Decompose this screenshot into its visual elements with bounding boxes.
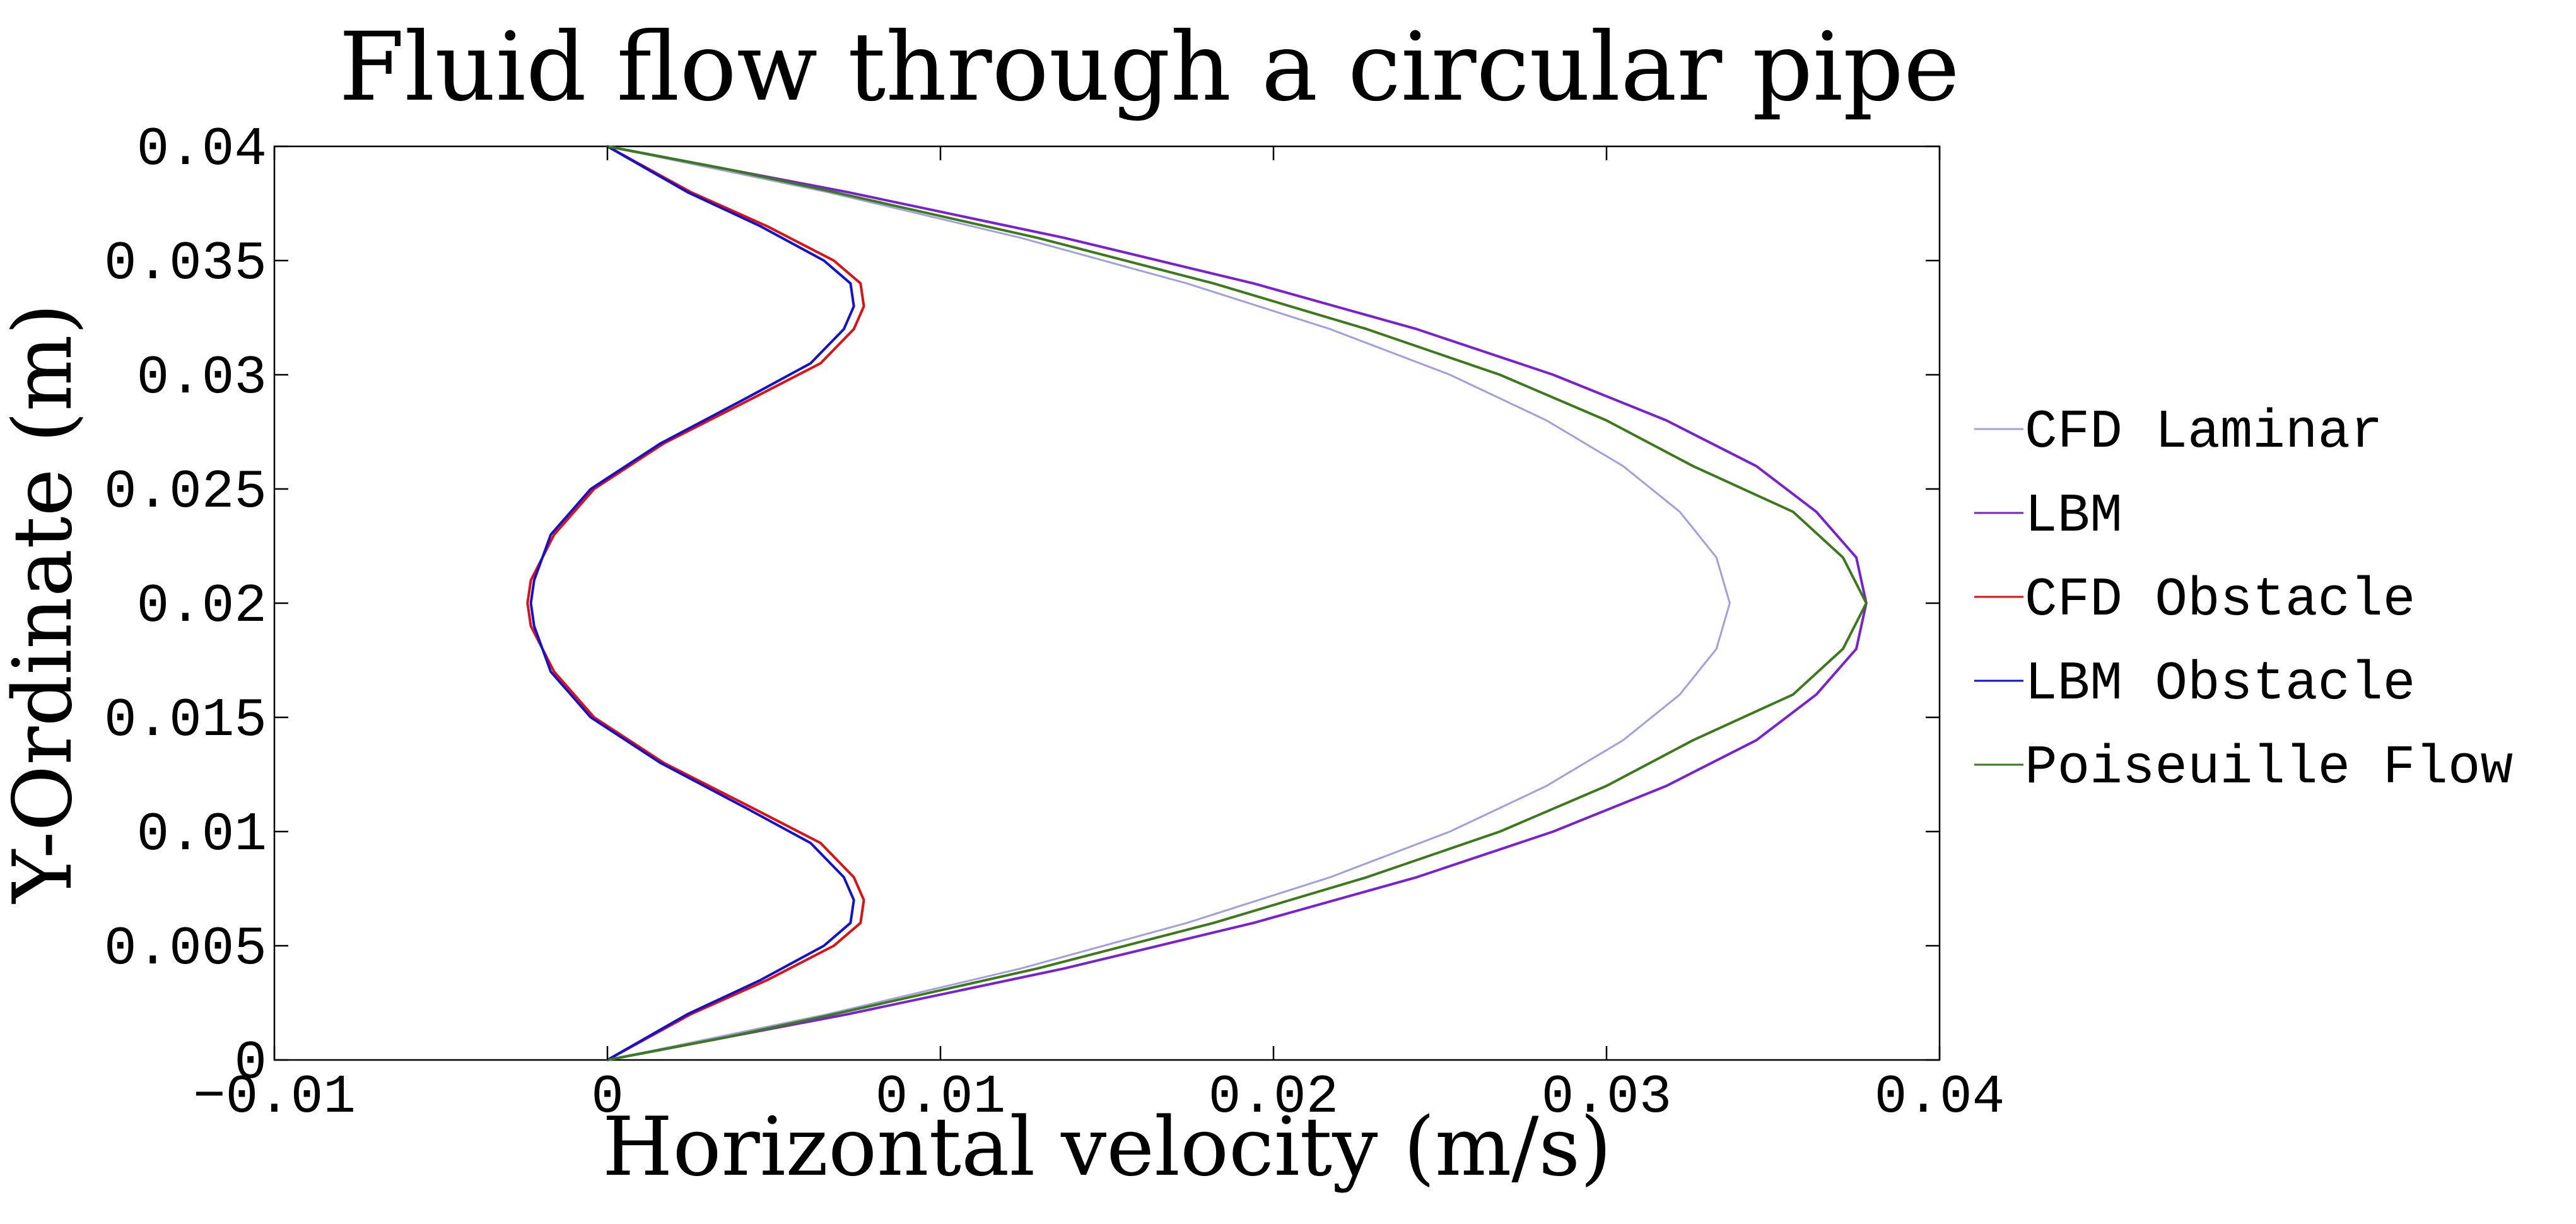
y-tick-label: 0.035 [104,233,267,295]
series-line-cfd-laminar [606,145,1731,1061]
series-line-lbm [606,145,1868,1061]
x-tick-label: 0.04 [1875,1066,2005,1128]
legend-label: LBM [2025,485,2122,547]
x-tick-label: 0.02 [1209,1066,1338,1128]
y-tick-label: 0.015 [104,690,267,751]
y-tick-label: 0.02 [137,575,267,637]
series-line-lbm-obstacle [529,145,855,1061]
series-line-poiseuille-flow [606,145,1868,1061]
y-tick-label: 0.03 [137,347,267,409]
legend-label: Poiseuille Flow [2025,737,2513,799]
plot-area: −0.01 0 0.01 0.02 0.03 0.0400.0050.010.0150.0… [104,119,2005,1128]
ticks-layer: −0.01 0 0.01 0.02 0.03 0.0400.0050.010.0150.0… [104,119,2005,1128]
series-line-cfd-obstacle [526,145,865,1061]
legend: CFD Laminar LBM CFD Obstacle LBM Obstacle Po… [1974,401,2513,799]
y-tick-label: 0 [234,1032,267,1094]
x-tick-label: 0 [591,1066,624,1128]
x-axis-label: Horizontal velocity (m/s) [602,1100,1612,1194]
y-tick-label: 0.025 [104,461,267,523]
legend-label: CFD Obstacle [2025,569,2415,631]
y-tick-label: 0.01 [137,804,267,866]
legend-label: LBM Obstacle [2025,653,2415,715]
x-tick-label: 0.01 [875,1066,1005,1128]
x-tick-label: 0.03 [1542,1066,1671,1128]
y-tick-label: 0.04 [137,119,267,180]
series-layer [526,145,1868,1061]
y-axis-label: Y-Ordinate (m) [0,303,90,905]
chart-title: Fluid flow through a circular pipe [339,13,1960,122]
x-tick-label: −0.01 [193,1066,356,1128]
plot-frame [273,145,1941,1061]
legend-label: CFD Laminar [2025,401,2383,463]
y-tick-label: 0.005 [104,918,267,980]
